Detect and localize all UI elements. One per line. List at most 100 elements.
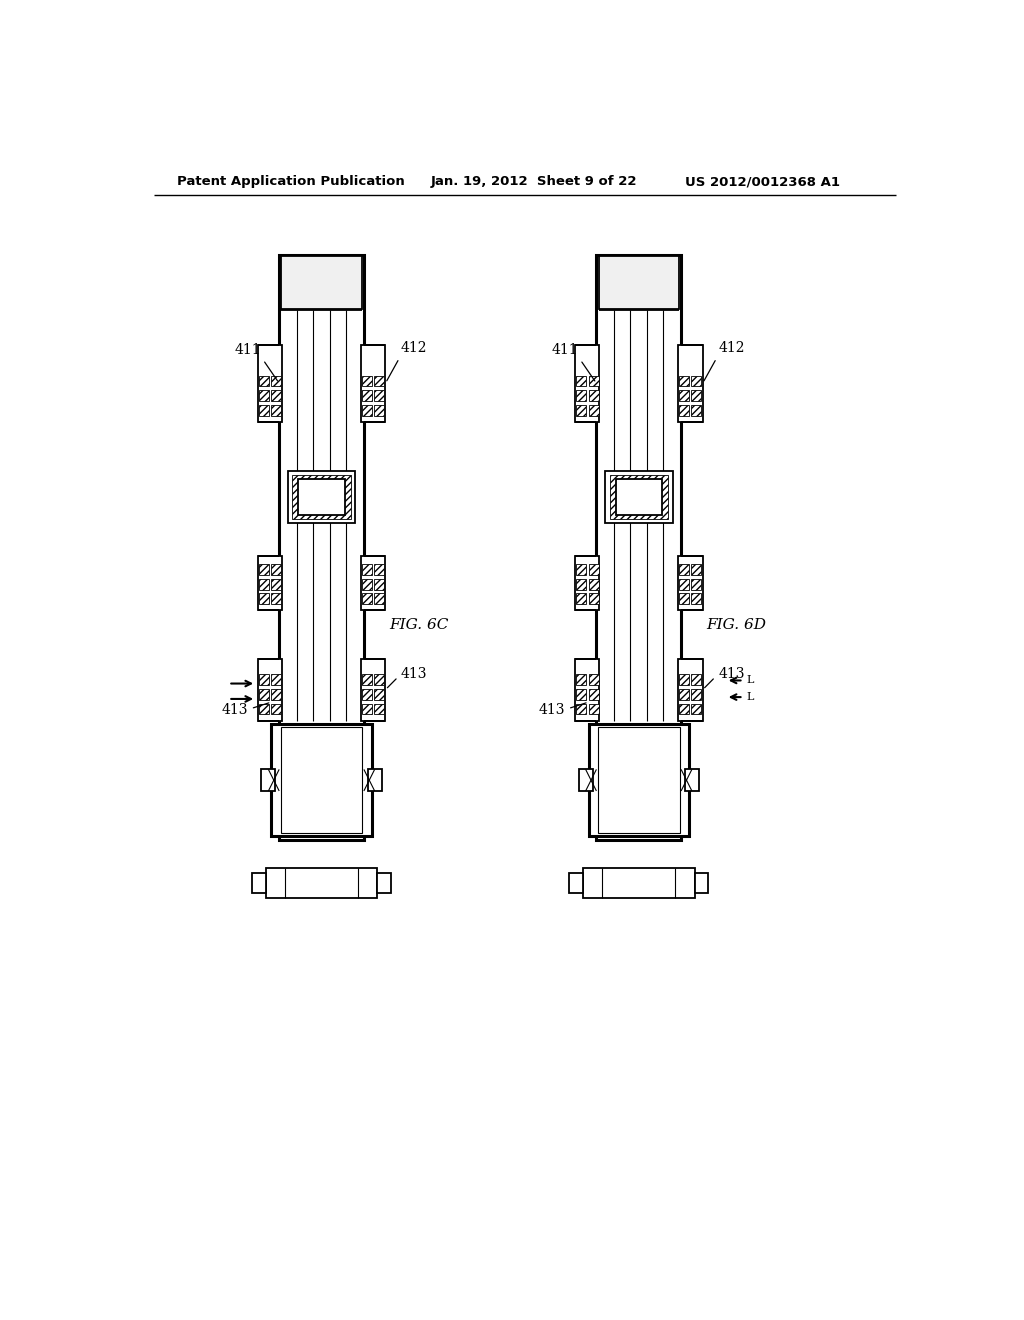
Bar xyxy=(679,704,689,714)
Bar xyxy=(679,689,689,700)
Bar xyxy=(574,659,599,721)
Bar xyxy=(281,727,362,833)
Bar xyxy=(361,675,372,685)
Bar xyxy=(258,659,283,721)
Bar xyxy=(361,594,372,605)
Bar xyxy=(360,659,385,721)
Bar xyxy=(589,376,599,387)
Bar xyxy=(259,391,269,401)
Bar xyxy=(259,405,269,416)
Bar xyxy=(271,594,282,605)
Bar xyxy=(361,689,372,700)
Bar xyxy=(360,345,385,422)
Bar xyxy=(374,594,384,605)
Bar xyxy=(271,376,282,387)
Bar xyxy=(691,594,701,605)
Bar xyxy=(598,727,680,833)
Bar xyxy=(259,594,269,605)
Bar xyxy=(691,579,701,590)
Text: Patent Application Publication: Patent Application Publication xyxy=(177,176,404,187)
Bar xyxy=(678,557,702,610)
Bar xyxy=(589,594,599,605)
Bar xyxy=(374,564,384,576)
Bar xyxy=(589,579,599,590)
Bar xyxy=(360,557,385,610)
Text: 411: 411 xyxy=(234,343,278,381)
Bar xyxy=(259,579,269,590)
Bar xyxy=(374,675,384,685)
Bar xyxy=(679,376,689,387)
Bar xyxy=(577,579,587,590)
Bar xyxy=(271,689,282,700)
Bar xyxy=(577,689,587,700)
Bar xyxy=(691,564,701,576)
Bar xyxy=(679,675,689,685)
Bar xyxy=(577,391,587,401)
Text: 412: 412 xyxy=(387,342,427,380)
Bar xyxy=(589,725,689,836)
Bar xyxy=(259,564,269,576)
Bar xyxy=(577,405,587,416)
Bar xyxy=(374,704,384,714)
Text: L: L xyxy=(746,692,754,702)
Bar xyxy=(292,475,351,519)
Bar xyxy=(252,873,265,892)
Bar xyxy=(691,704,701,714)
Bar xyxy=(678,345,702,422)
Bar xyxy=(259,376,269,387)
Bar xyxy=(282,256,361,309)
Bar xyxy=(374,376,384,387)
Bar xyxy=(691,675,701,685)
Text: FIG. 6C: FIG. 6C xyxy=(389,618,449,632)
Bar xyxy=(679,564,689,576)
Bar xyxy=(691,391,701,401)
Bar xyxy=(589,405,599,416)
Bar xyxy=(361,579,372,590)
Bar xyxy=(259,689,269,700)
Bar xyxy=(685,770,698,791)
Bar xyxy=(577,564,587,576)
Text: 413: 413 xyxy=(387,667,427,688)
Bar xyxy=(679,391,689,401)
Bar xyxy=(577,594,587,605)
Bar xyxy=(583,869,694,898)
Bar xyxy=(589,704,599,714)
Bar xyxy=(368,770,382,791)
Bar xyxy=(577,704,587,714)
Bar xyxy=(569,873,583,892)
Bar xyxy=(605,471,673,523)
Bar xyxy=(288,471,355,523)
Bar xyxy=(361,564,372,576)
Bar xyxy=(271,579,282,590)
Bar xyxy=(258,345,283,422)
Text: 413: 413 xyxy=(221,702,269,717)
Bar xyxy=(679,405,689,416)
Bar xyxy=(361,376,372,387)
Text: 411: 411 xyxy=(552,343,595,381)
Bar xyxy=(374,405,384,416)
Bar xyxy=(579,770,593,791)
Text: 413: 413 xyxy=(705,667,744,688)
Bar xyxy=(271,391,282,401)
Text: 413: 413 xyxy=(539,702,586,717)
Bar xyxy=(589,391,599,401)
Bar xyxy=(574,345,599,422)
Bar xyxy=(615,479,662,515)
Bar xyxy=(271,405,282,416)
Bar xyxy=(596,255,681,840)
Bar xyxy=(265,869,378,898)
Bar xyxy=(374,689,384,700)
Bar xyxy=(280,255,364,840)
Bar xyxy=(589,675,599,685)
Bar xyxy=(577,376,587,387)
Bar xyxy=(691,376,701,387)
Bar xyxy=(258,557,283,610)
Text: Jan. 19, 2012  Sheet 9 of 22: Jan. 19, 2012 Sheet 9 of 22 xyxy=(431,176,637,187)
Bar xyxy=(374,579,384,590)
Bar xyxy=(577,675,587,685)
Bar xyxy=(374,391,384,401)
Bar xyxy=(589,689,599,700)
Bar xyxy=(271,704,282,714)
Text: 412: 412 xyxy=(705,342,744,380)
Bar xyxy=(694,873,709,892)
